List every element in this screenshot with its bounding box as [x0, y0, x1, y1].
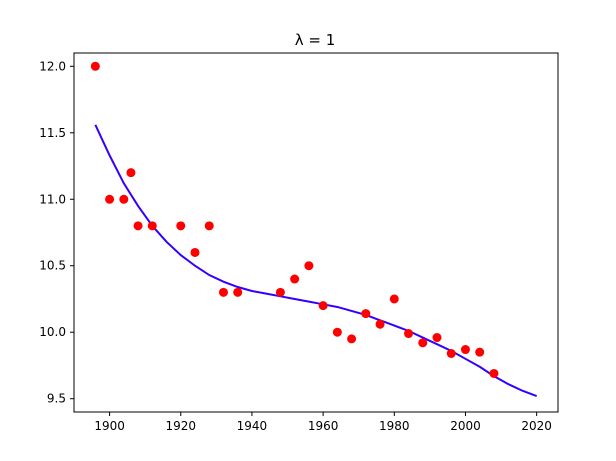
- data-point: [304, 261, 314, 271]
- data-point: [432, 333, 442, 343]
- y-tick-label: 12.0: [39, 59, 66, 73]
- data-point: [446, 348, 456, 358]
- data-point: [332, 327, 342, 337]
- data-point: [190, 247, 200, 257]
- axes: 1900 1920 1940 1960 1980 2000 2020 9.5 10.0 10.5 1…: [39, 52, 559, 433]
- data-point: [361, 309, 371, 319]
- data-point: [389, 294, 399, 304]
- data-point: [475, 347, 485, 357]
- y-tick-label: 9.5: [47, 392, 66, 406]
- x-tick-label: 1940: [237, 419, 268, 433]
- data-point: [105, 194, 115, 204]
- data-point: [126, 168, 136, 178]
- data-point: [204, 221, 214, 231]
- data-point: [275, 287, 285, 297]
- axes-frame: [73, 52, 559, 413]
- data-point: [233, 287, 243, 297]
- data-point: [375, 319, 385, 329]
- data-point: [290, 274, 300, 284]
- data-point: [176, 221, 186, 231]
- data-point: [133, 221, 143, 231]
- data-point: [404, 329, 414, 339]
- fit-curve-line: [94, 124, 537, 397]
- y-tick-label: 10.0: [39, 325, 66, 339]
- data-point: [418, 338, 428, 348]
- data-point: [318, 301, 328, 311]
- data-point: [460, 345, 470, 355]
- data-point: [218, 287, 228, 297]
- x-tick-label: 1960: [308, 419, 339, 433]
- data-point: [147, 221, 157, 231]
- data-point: [119, 194, 129, 204]
- chart-title: λ = 1: [295, 31, 336, 49]
- x-tick-label: 1980: [379, 419, 410, 433]
- data-point: [90, 61, 100, 71]
- y-tick-label: 11.0: [39, 192, 66, 206]
- x-tick-label: 2000: [450, 419, 481, 433]
- x-tick-label: 1920: [165, 419, 196, 433]
- x-tick-label: 2020: [521, 419, 552, 433]
- data-point: [347, 334, 357, 344]
- data-point: [489, 368, 499, 378]
- y-tick-label: 10.5: [39, 259, 66, 273]
- plot-area: [90, 61, 537, 397]
- x-tick-label: 1900: [94, 419, 125, 433]
- y-tick-label: 11.5: [39, 126, 66, 140]
